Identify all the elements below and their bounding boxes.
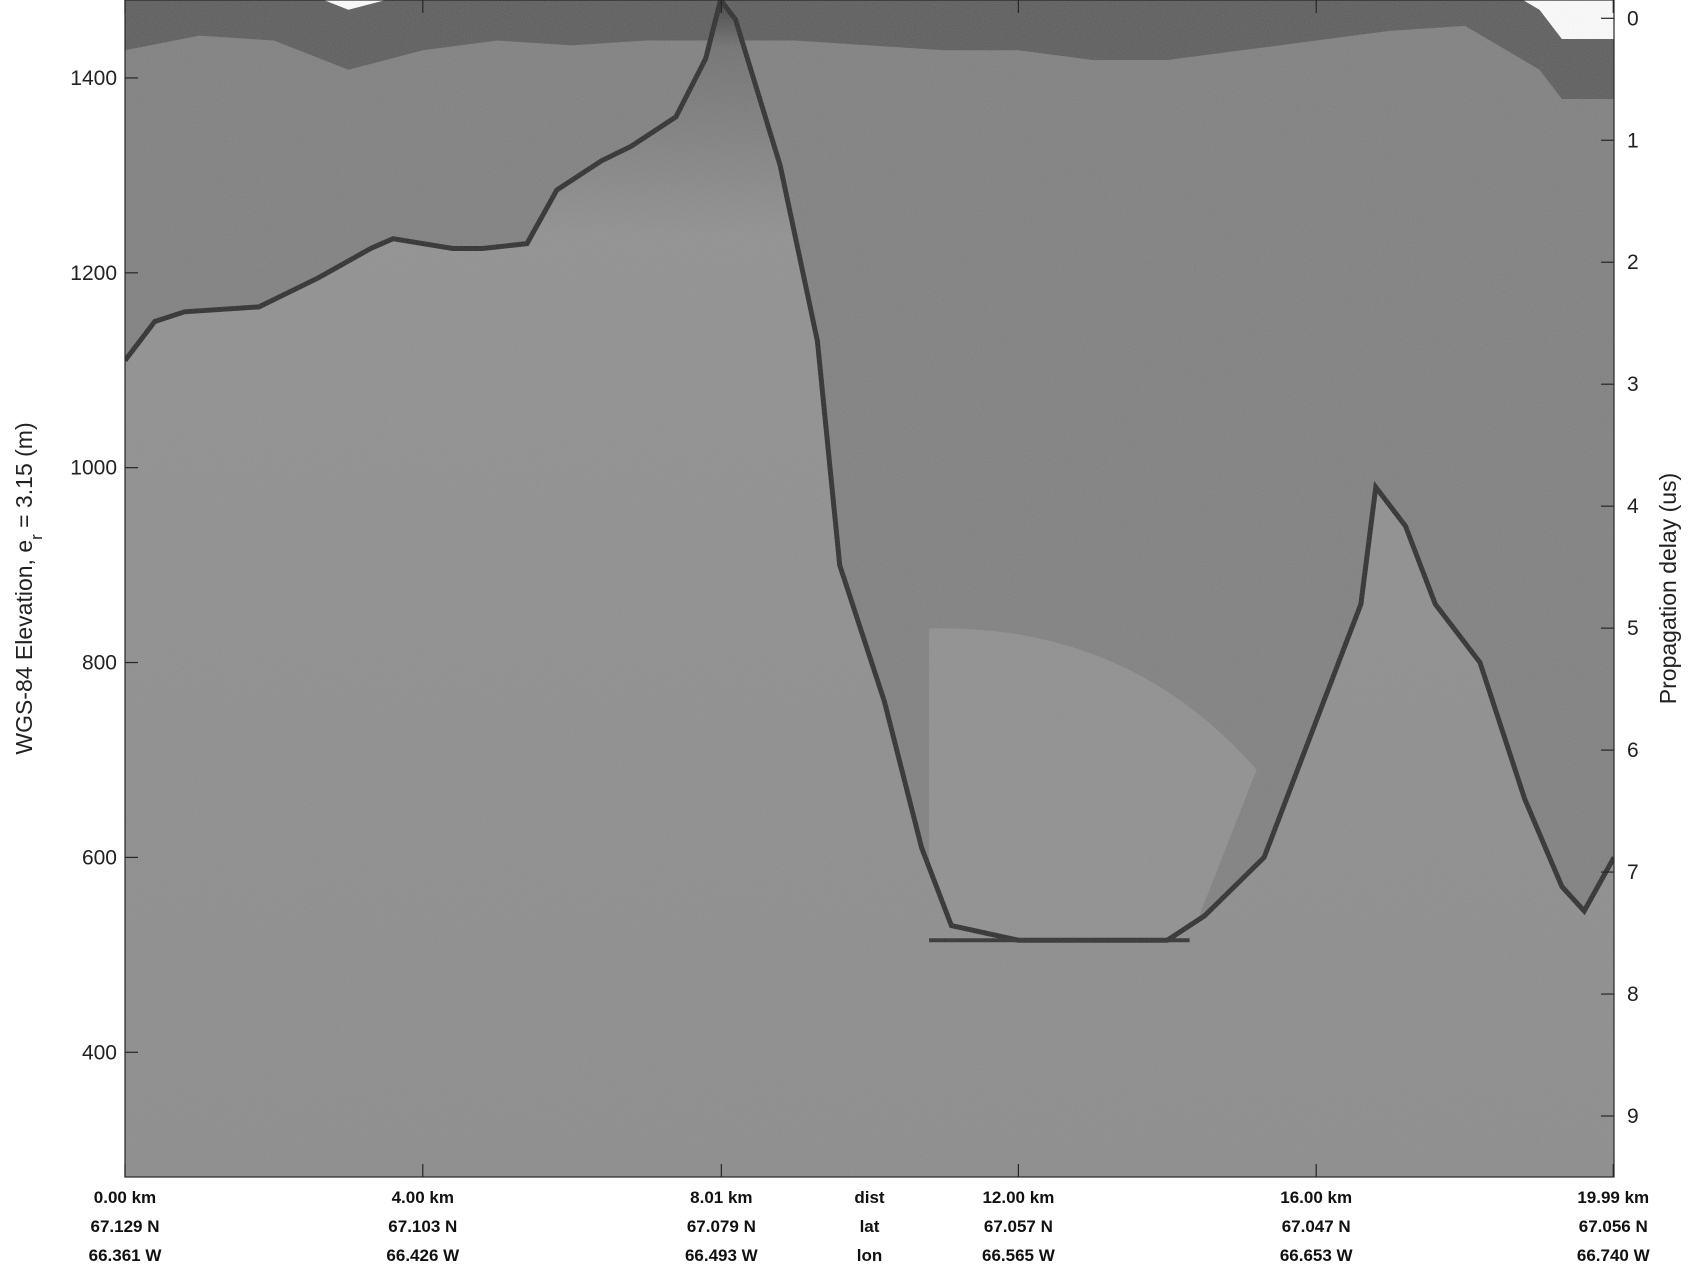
y-right-tick-label: 9 bbox=[1627, 1105, 1639, 1128]
y-right-tick-label: 8 bbox=[1627, 983, 1639, 1006]
y-left-title-suffix: = 3.15 (m) bbox=[11, 422, 37, 534]
x-lon-label: 66.426 W bbox=[386, 1246, 460, 1265]
y-right-tick-label: 6 bbox=[1627, 739, 1639, 762]
x-row-name-lat: lat bbox=[860, 1217, 880, 1236]
y-left-tick-label: 1200 bbox=[70, 262, 117, 285]
y-left-tick-label: 600 bbox=[82, 846, 117, 869]
x-dist-label: 12.00 km bbox=[982, 1188, 1054, 1207]
y-left-title-subscript: r bbox=[27, 534, 46, 540]
x-dist-label: 16.00 km bbox=[1280, 1188, 1352, 1207]
x-row-name-dist: dist bbox=[854, 1188, 885, 1207]
x-lat-label: 67.103 N bbox=[388, 1217, 457, 1236]
y-left-title-main: WGS-84 Elevation, e bbox=[11, 540, 37, 755]
x-lon-label: 66.361 W bbox=[89, 1246, 163, 1265]
plot-frame bbox=[124, 0, 1615, 1178]
y-right-tick-label: 0 bbox=[1627, 7, 1639, 30]
x-lon-label: 66.653 W bbox=[1280, 1246, 1354, 1265]
left-axis: 400 600 800 1000 1200 1400 bbox=[70, 67, 138, 1064]
y-right-tick-label: 4 bbox=[1627, 495, 1639, 518]
speckle-texture bbox=[125, 0, 1614, 1177]
y-left-tick-label: 1000 bbox=[70, 457, 117, 480]
y-right-tick-label: 5 bbox=[1627, 617, 1639, 640]
bottom-labels: 0.00 km 4.00 km 8.01 km 12.00 km 16.00 km 19.… bbox=[89, 1188, 1651, 1265]
y-right-tick-label: 1 bbox=[1627, 129, 1639, 152]
x-lat-label: 67.057 N bbox=[984, 1217, 1053, 1236]
x-dist-label: 4.00 km bbox=[392, 1188, 454, 1207]
x-lon-label: 66.740 W bbox=[1577, 1246, 1651, 1265]
y-left-tick-label: 1400 bbox=[70, 67, 117, 90]
x-dist-label: 0.00 km bbox=[94, 1188, 156, 1207]
right-axis: 0 1 2 3 4 5 6 7 8 9 bbox=[1601, 7, 1639, 1128]
x-lat-label: 67.079 N bbox=[687, 1217, 756, 1236]
x-lon-label: 66.565 W bbox=[982, 1246, 1056, 1265]
bottom-axis bbox=[124, 0, 1614, 1177]
x-dist-label: 8.01 km bbox=[690, 1188, 752, 1207]
y-left-tick-label: 800 bbox=[82, 652, 117, 675]
x-row-name-lon: lon bbox=[857, 1246, 883, 1265]
x-lon-label: 66.493 W bbox=[685, 1246, 759, 1265]
x-lat-label: 67.056 N bbox=[1579, 1217, 1648, 1236]
y-right-tick-label: 2 bbox=[1627, 251, 1639, 274]
y-left-axis-title: WGS-84 Elevation, er = 3.15 (m) bbox=[11, 422, 46, 754]
x-lat-label: 67.047 N bbox=[1282, 1217, 1351, 1236]
y-right-tick-label: 3 bbox=[1627, 373, 1639, 396]
y-left-tick-label: 400 bbox=[82, 1041, 117, 1064]
x-lat-label: 67.129 N bbox=[91, 1217, 160, 1236]
plot-area bbox=[125, 0, 1614, 1177]
y-right-axis-title: Propagation delay (us) bbox=[1655, 473, 1681, 704]
x-dist-label: 19.99 km bbox=[1577, 1188, 1649, 1207]
y-right-tick-label: 7 bbox=[1627, 861, 1639, 884]
